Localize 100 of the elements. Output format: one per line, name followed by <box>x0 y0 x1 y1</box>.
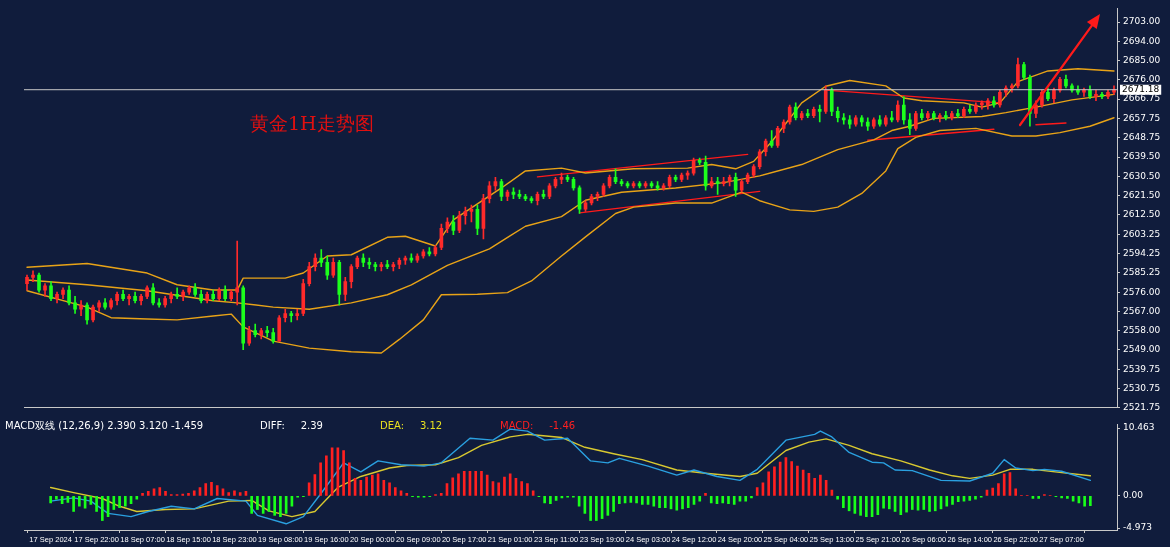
bar <box>675 496 679 511</box>
text: 黄金1H走势图 <box>250 111 374 136</box>
bar <box>819 474 822 496</box>
bar <box>181 493 185 496</box>
bar <box>727 496 730 505</box>
candlestick <box>817 104 822 123</box>
y-tick-label: 2666.75 <box>1123 93 1161 104</box>
bar <box>974 496 977 500</box>
bar <box>778 461 782 496</box>
bar <box>640 496 644 505</box>
bar <box>250 496 254 514</box>
bar <box>1089 496 1092 506</box>
bar <box>698 496 702 502</box>
bar <box>520 481 523 496</box>
bar <box>635 496 638 504</box>
bar <box>704 492 707 496</box>
y-tick-label: 2676.00 <box>1123 73 1161 84</box>
y-tick-label: 2549.00 <box>1123 343 1161 354</box>
bar <box>393 487 397 496</box>
bar <box>755 487 759 496</box>
bar <box>836 496 839 500</box>
bar <box>348 462 351 496</box>
bar <box>215 485 219 496</box>
bar <box>135 496 139 500</box>
bar <box>238 492 242 496</box>
bar <box>882 496 885 509</box>
y-tick-label: 2630.50 <box>1123 170 1161 181</box>
bar <box>767 471 771 496</box>
bar <box>325 455 328 496</box>
y-tick-label: 2530.75 <box>1123 382 1161 393</box>
bar <box>388 482 391 496</box>
y-tick-label: 2558.00 <box>1123 324 1161 335</box>
y-tick-label: 2648.75 <box>1123 131 1161 142</box>
candlestick <box>235 240 240 306</box>
bar <box>204 483 208 496</box>
y-tick-label: 2694.00 <box>1123 35 1161 46</box>
bar <box>497 482 501 496</box>
bar <box>319 462 322 496</box>
bar <box>457 473 460 496</box>
bar <box>709 496 713 504</box>
y-tick-label: 2603.25 <box>1123 228 1161 239</box>
bar <box>968 496 972 501</box>
y-tick-label: 2567.00 <box>1123 305 1161 316</box>
bar <box>595 496 598 521</box>
bar <box>365 476 368 496</box>
bar <box>141 492 144 496</box>
candlestick <box>769 130 774 148</box>
bar <box>1037 496 1040 499</box>
bar <box>261 496 265 514</box>
bar <box>956 496 960 503</box>
bar <box>1014 488 1018 496</box>
bar <box>842 496 845 508</box>
bar <box>549 496 552 505</box>
bar <box>112 496 116 510</box>
y-tick-label: 2576.00 <box>1123 286 1161 297</box>
bar <box>928 496 931 512</box>
bar <box>526 483 529 496</box>
bar <box>49 496 52 504</box>
bar <box>342 450 345 496</box>
y-tick-label: 2703.00 <box>1123 16 1161 27</box>
bar <box>732 496 736 505</box>
bar <box>462 470 466 496</box>
bar <box>78 496 81 507</box>
bar <box>933 496 937 512</box>
bar <box>123 496 127 507</box>
y-tick-label: 10.463 <box>1123 422 1155 433</box>
bar <box>1060 496 1063 499</box>
bar <box>686 496 690 508</box>
bar <box>474 470 478 496</box>
bar <box>503 476 506 496</box>
bar <box>887 496 891 510</box>
bar <box>485 474 489 496</box>
y-tick-label: 0.00 <box>1123 490 1144 501</box>
bar <box>273 496 276 516</box>
bar <box>750 496 753 499</box>
y-tick-label: 2594.25 <box>1123 247 1161 258</box>
bar <box>118 496 121 508</box>
y-tick-label: 2685.00 <box>1123 54 1161 65</box>
bar <box>663 496 667 508</box>
y-tick-label: 2585.25 <box>1123 266 1161 277</box>
y-tick-label: 2521.75 <box>1123 401 1161 412</box>
bar <box>945 496 949 507</box>
bar <box>158 487 162 496</box>
bar <box>279 496 282 517</box>
bar <box>256 496 259 510</box>
bar <box>187 492 190 496</box>
bar <box>543 496 546 504</box>
annotation: DIFF: 2.39 <box>260 420 323 432</box>
y-tick-label: 2612.50 <box>1123 208 1161 219</box>
bar <box>480 470 483 496</box>
bar <box>370 474 374 496</box>
bar <box>922 496 926 510</box>
y-tick-label: -4.973 <box>1123 522 1153 533</box>
bar <box>612 496 615 512</box>
bar <box>652 496 656 507</box>
bar <box>876 496 880 516</box>
bar <box>796 465 799 496</box>
annotation: MACD: -1.46 <box>500 420 576 432</box>
bar <box>681 496 684 510</box>
annotation: DEA: 3.12 <box>380 420 443 432</box>
